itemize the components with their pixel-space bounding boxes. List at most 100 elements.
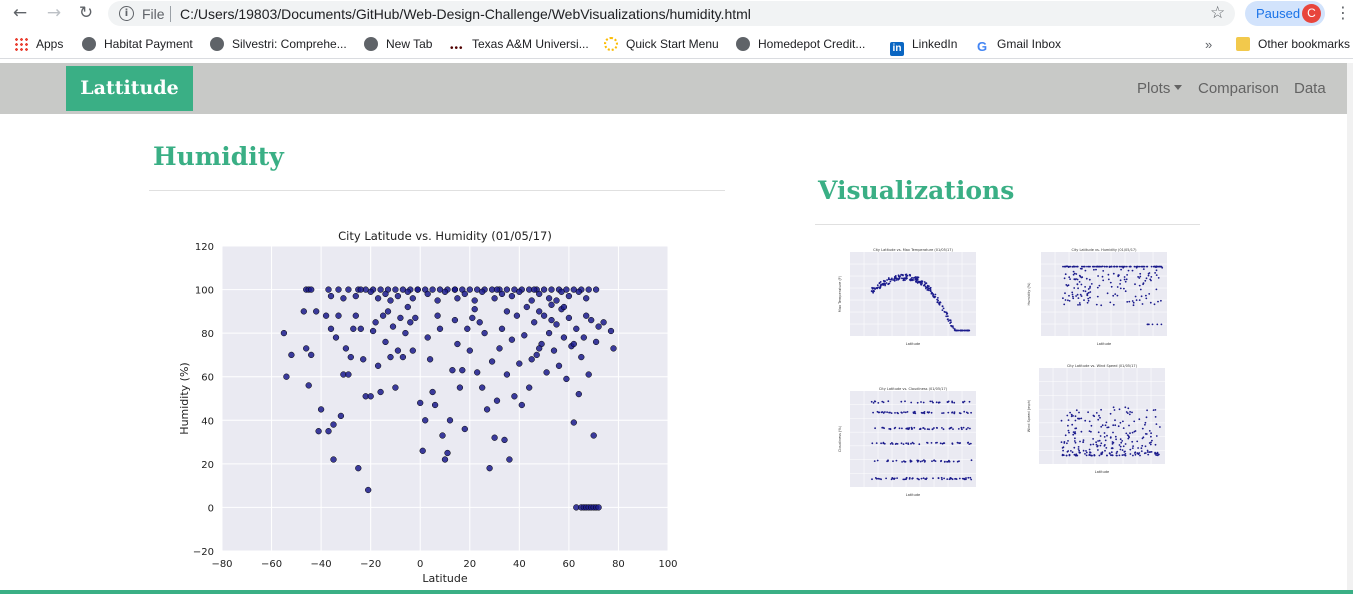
thumb-point: [1090, 424, 1093, 427]
bookmark-apps[interactable]: Apps: [14, 37, 63, 51]
thumbnail-temperature[interactable]: City Latitude vs. Max Temperature (01/05…: [836, 246, 986, 356]
thumb-point: [1075, 409, 1078, 412]
thumb-point: [1131, 269, 1134, 272]
thumb-point: [925, 287, 927, 290]
x-tick-label: 20: [463, 559, 476, 570]
bookmark-linkedin[interactable]: in LinkedIn: [890, 37, 957, 56]
bookmark-silvestri[interactable]: Silvestri: Comprehe...: [210, 37, 347, 51]
thumb-point: [1067, 299, 1069, 302]
data-point: [384, 308, 392, 315]
thumbnail-wind-speed[interactable]: City Latitude vs. Wind Speed (01/05/17) L…: [1025, 360, 1175, 485]
data-point: [565, 314, 573, 322]
thumb-point: [1084, 269, 1087, 272]
bookmark-star-icon[interactable]: ☆: [1210, 3, 1226, 23]
thumb-point: [1143, 452, 1146, 455]
x-tick-label: 100: [658, 559, 677, 570]
thumb-point: [1065, 454, 1068, 457]
url-text[interactable]: C:/Users/19803/Documents/GitHub/Web-Desi…: [180, 6, 751, 22]
site-brand[interactable]: Lattitude: [66, 66, 193, 111]
thumb-point: [936, 441, 938, 444]
thumbnail-humidity[interactable]: City Latitude vs. Humidity (01/05/17) Lat…: [1025, 246, 1175, 356]
thumb-point: [1156, 323, 1159, 326]
thumb-point: [1112, 406, 1115, 409]
thumb-point: [917, 459, 920, 462]
nav-data[interactable]: Data: [1294, 80, 1326, 97]
thumb-point: [1092, 265, 1095, 268]
thumb-point: [1071, 423, 1074, 426]
thumb-point: [1101, 265, 1104, 268]
info-icon[interactable]: i: [119, 6, 134, 21]
thumb-point: [932, 477, 934, 480]
thumb-xlabel: Latitude: [1097, 342, 1111, 346]
data-point: [399, 353, 407, 361]
thumbnail-cloudiness[interactable]: City Latitude vs. Cloudiness (01/05/17) L…: [836, 383, 986, 508]
thumb-point: [1071, 293, 1074, 296]
thumb-point: [1098, 284, 1101, 287]
data-point: [588, 316, 595, 324]
bookmark-new-tab[interactable]: New Tab: [364, 37, 432, 51]
data-point: [548, 301, 555, 308]
thumb-point: [1115, 438, 1117, 441]
thumb-point: [965, 478, 967, 481]
reload-icon[interactable]: ↻: [78, 3, 94, 23]
thumb-point: [1150, 265, 1153, 268]
thumb-point: [898, 276, 901, 279]
thumb-point: [1081, 267, 1083, 270]
nav-comparison[interactable]: Comparison: [1198, 80, 1279, 97]
thumb-point: [1117, 425, 1120, 428]
thumb-point: [1132, 301, 1135, 304]
back-icon[interactable]: ←: [12, 3, 28, 23]
profile-button[interactable]: Paused C: [1245, 1, 1325, 26]
y-tick-label: 0: [208, 503, 214, 514]
thumb-point: [1109, 301, 1112, 304]
thumb-point: [1072, 295, 1074, 298]
thumb-point: [955, 329, 957, 332]
bookmarks-overflow-icon[interactable]: »: [1205, 37, 1213, 52]
page-scrollbar[interactable]: [1347, 63, 1353, 590]
thumb-point: [920, 411, 923, 414]
thumb-point: [1122, 427, 1125, 429]
menu-icon[interactable]: ⋮: [1335, 3, 1351, 22]
thumb-point: [1120, 268, 1122, 271]
data-point: [580, 334, 587, 341]
bookmark-gmail[interactable]: G Gmail Inbox: [975, 37, 1061, 54]
bookmark-homedepot[interactable]: Homedepot Credit...: [736, 37, 865, 51]
thumb-point: [1125, 411, 1128, 413]
thumb-point: [909, 460, 912, 463]
data-point: [374, 295, 382, 302]
data-point: [300, 308, 307, 315]
thumb-point: [885, 282, 888, 284]
thumb-point: [894, 275, 897, 277]
thumb-point: [970, 411, 972, 414]
bookmark-quick-start[interactable]: Quick Start Menu: [604, 37, 719, 51]
bookmark-texas-am[interactable]: ••• Texas A&M Universi...: [450, 37, 589, 56]
thumb-point: [1062, 449, 1064, 452]
thumb-point: [1121, 454, 1124, 456]
thumb-point: [922, 284, 925, 287]
forward-icon[interactable]: →: [46, 3, 62, 23]
data-point: [394, 292, 402, 300]
thumb-point: [1099, 444, 1102, 447]
thumb-point: [896, 277, 898, 280]
bookmark-other[interactable]: Other bookmarks: [1236, 37, 1350, 51]
thumb-point: [1112, 272, 1115, 275]
thumb-point: [905, 442, 908, 445]
nav-plots-dropdown[interactable]: Plots: [1137, 80, 1183, 97]
thumb-point: [1155, 454, 1158, 456]
thumb-point: [1148, 272, 1151, 274]
address-bar[interactable]: i File C:/Users/19803/Documents/GitHub/W…: [108, 1, 1235, 26]
thumb-point: [1075, 427, 1078, 430]
thumb-point: [1127, 437, 1130, 440]
data-point: [550, 347, 558, 354]
thumb-point: [947, 320, 950, 322]
sidebar-title: Visualizations: [818, 176, 1015, 205]
bookmark-habitat-payment[interactable]: Habitat Payment: [82, 37, 193, 51]
thumb-point: [923, 461, 926, 463]
thumb-point: [931, 400, 933, 403]
thumb-point: [1061, 453, 1064, 456]
plot-area: [222, 246, 668, 551]
thumb-point: [1093, 454, 1096, 457]
thumb-point: [1064, 292, 1066, 295]
thumb-point: [1129, 411, 1131, 413]
thumb-point: [1131, 447, 1134, 449]
